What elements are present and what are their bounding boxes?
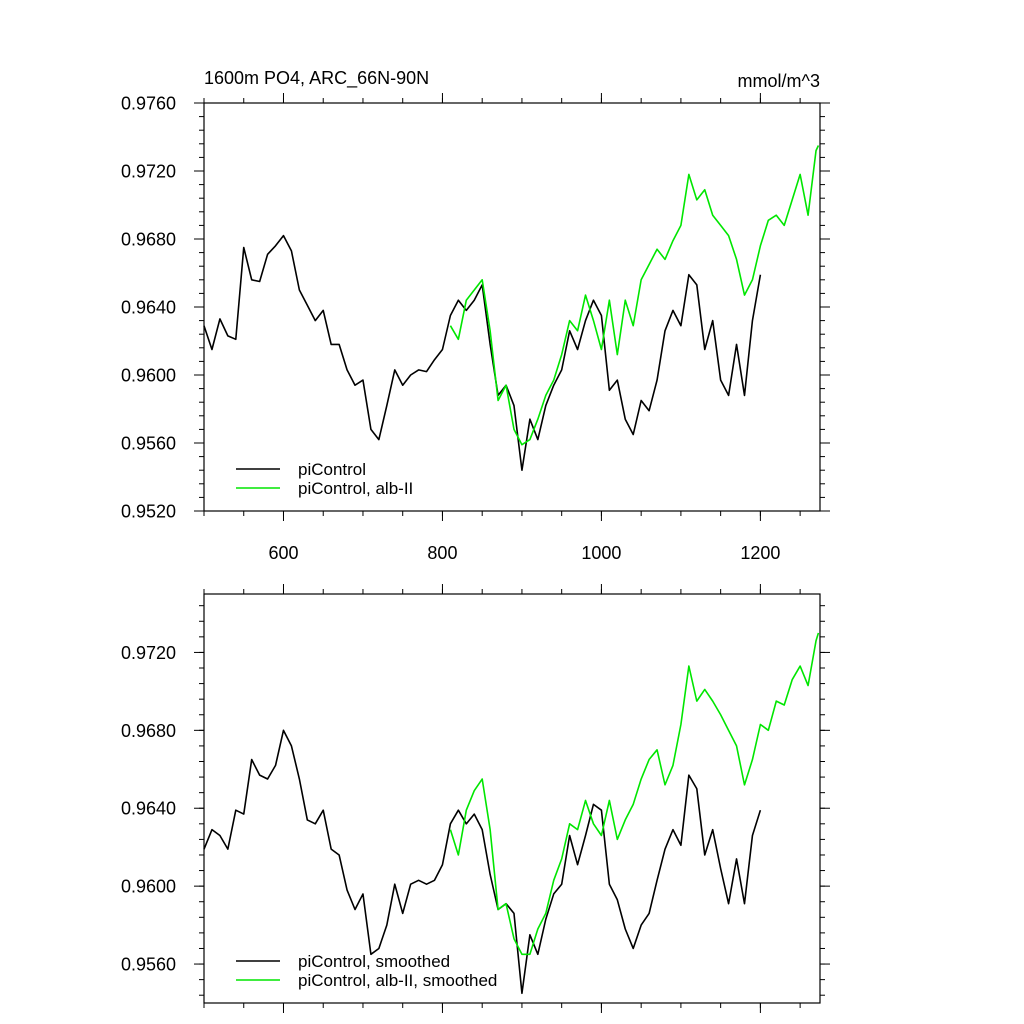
units-label: mmol/m^3 — [738, 71, 820, 91]
data-line — [449, 145, 820, 446]
y-tick-label: 0.9600 — [121, 877, 176, 897]
y-tick-label: 0.9600 — [121, 366, 176, 386]
legend-label: piControl, smoothed — [298, 952, 450, 971]
data-line — [203, 729, 762, 995]
y-tick-label: 0.9560 — [121, 955, 176, 975]
data-line — [203, 234, 762, 471]
y-tick-label: 0.9680 — [121, 230, 176, 250]
legend-label: piControl — [298, 460, 366, 479]
y-tick-label: 0.9640 — [121, 799, 176, 819]
x-tick-label: 1200 — [740, 543, 780, 563]
y-tick-label: 0.9680 — [121, 721, 176, 741]
x-tick-label: 1000 — [581, 543, 621, 563]
legend-label: piControl, alb-II — [298, 479, 413, 498]
chart-title: 1600m PO4, ARC_66N-90N — [204, 68, 429, 89]
plot-frame — [203, 593, 821, 1004]
x-tick-label: 800 — [427, 543, 457, 563]
y-tick-label: 0.9720 — [121, 643, 176, 663]
y-tick-label: 0.9520 — [121, 502, 176, 522]
data-line — [449, 632, 820, 956]
y-tick-label: 0.9560 — [121, 434, 176, 454]
y-tick-label: 0.9760 — [121, 94, 176, 114]
y-tick-label: 0.9640 — [121, 298, 176, 318]
legend-label: piControl, alb-II, smoothed — [298, 971, 497, 990]
y-tick-label: 0.9720 — [121, 162, 176, 182]
plot-frame — [203, 102, 821, 512]
x-tick-label: 600 — [268, 543, 298, 563]
